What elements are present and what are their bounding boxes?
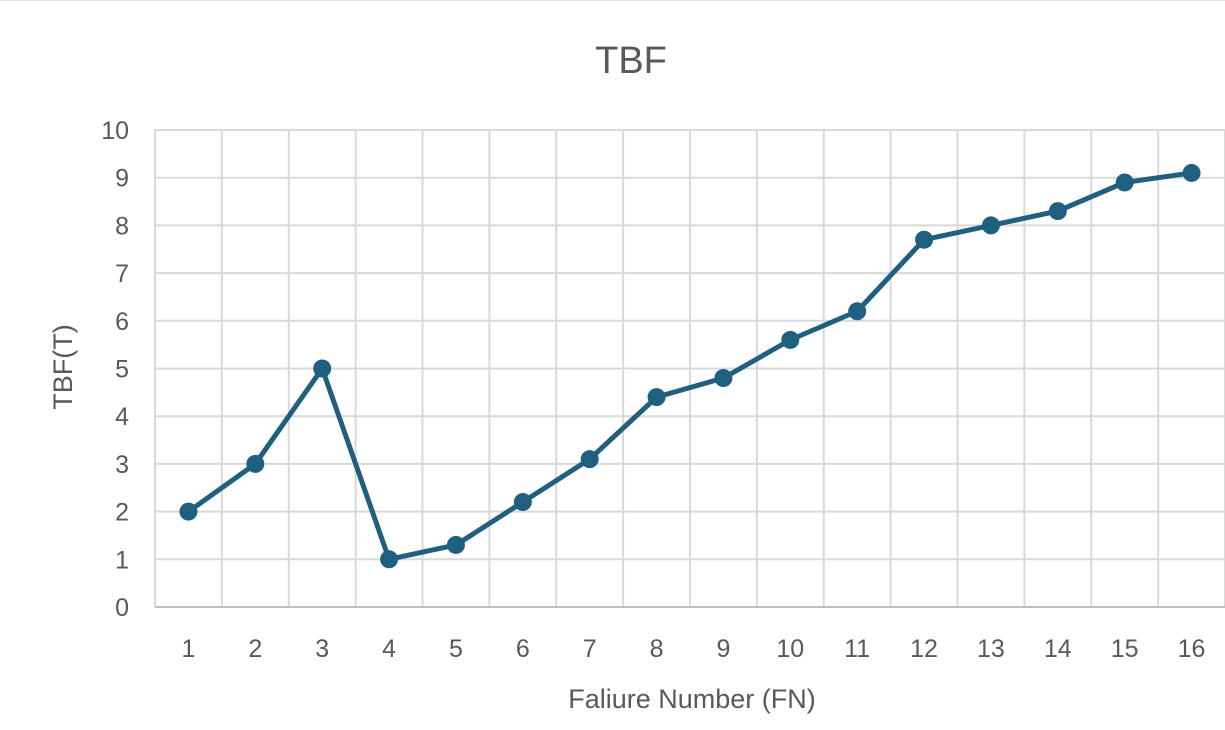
y-tick-label: 8	[115, 212, 129, 240]
data-point	[380, 550, 399, 569]
series-layer	[179, 163, 1201, 569]
x-tick-label: 10	[776, 635, 804, 663]
x-tick-label: 8	[650, 635, 664, 663]
x-tick-label: 9	[716, 635, 730, 663]
x-tick-label: 1	[181, 635, 195, 663]
data-point	[1048, 202, 1067, 221]
x-tick-label: 12	[910, 635, 938, 663]
series-line	[185, 170, 1195, 562]
data-point	[714, 369, 733, 388]
data-point	[313, 359, 332, 378]
x-tick-label: 16	[1178, 635, 1206, 663]
x-tick-label: 2	[248, 635, 262, 663]
x-tick-label: 11	[844, 635, 870, 663]
y-tick-label: 9	[115, 165, 129, 193]
y-tick-label: 6	[115, 308, 129, 336]
y-tick-label: 10	[101, 117, 129, 145]
data-point	[981, 216, 1000, 235]
data-point	[915, 230, 934, 249]
y-tick-label: 1	[115, 546, 129, 574]
y-tick-label: 4	[115, 403, 129, 431]
y-tick-label: 3	[115, 451, 129, 479]
y-tick-label: 2	[115, 499, 129, 527]
data-point	[1182, 163, 1201, 182]
x-axis-title: Faliure Number (FN)	[568, 684, 816, 714]
x-tick-label: 3	[315, 635, 329, 663]
x-tick-label: 6	[516, 635, 530, 663]
x-tick-label: 4	[382, 635, 396, 663]
data-point	[446, 535, 465, 554]
grid-layer	[154, 129, 1225, 607]
x-tick-label: 13	[977, 635, 1005, 663]
data-point	[647, 388, 666, 407]
x-tick-label: 14	[1044, 635, 1072, 663]
data-point	[1115, 173, 1134, 192]
data-point	[580, 450, 599, 469]
data-point	[246, 454, 265, 473]
data-point	[179, 502, 198, 521]
y-tick-label: 0	[115, 594, 129, 622]
chart-title: TBF	[595, 40, 667, 82]
x-tick-label: 15	[1111, 635, 1139, 663]
y-tick-label: 7	[115, 260, 129, 288]
data-point	[781, 330, 800, 349]
x-tick-label: 5	[449, 635, 463, 663]
x-tick-label: 7	[583, 635, 597, 663]
y-axis-title: TBF(T)	[48, 324, 78, 409]
y-tick-label: 5	[115, 356, 129, 384]
data-point	[848, 302, 867, 321]
data-point	[513, 493, 532, 512]
